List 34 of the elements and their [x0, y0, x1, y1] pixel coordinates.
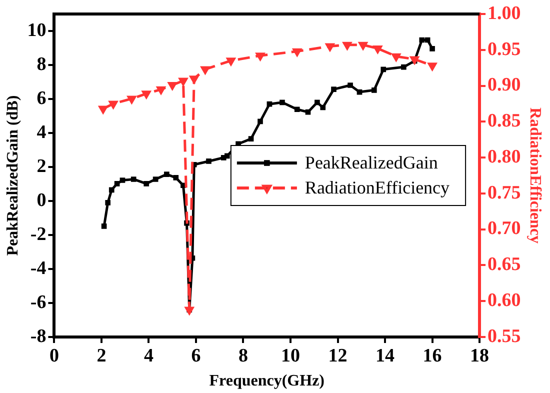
y-axis-title: PeakRealizedGain (dB): [4, 95, 22, 256]
y2-tick-label: 0.70: [488, 218, 521, 240]
legend-label: RadiationEfficiency: [304, 178, 450, 198]
y-tick-label: -2: [30, 224, 46, 245]
x-tick-label: 4: [144, 345, 154, 366]
legend-label: PeakRealizedGain: [304, 152, 438, 173]
y2-tick-label: 0.65: [488, 254, 521, 276]
y2-tick-label: 0.85: [488, 110, 521, 132]
y2-tick-label: 0.90: [488, 74, 521, 96]
x-tick-label: 14: [376, 345, 396, 366]
y-tick-label: 6: [36, 88, 46, 109]
y-tick-label: 4: [36, 122, 47, 143]
x-tick-label: 16: [422, 345, 442, 366]
y2-axis-title: RadiationEfficiency: [526, 108, 544, 244]
y2-tick-label: 0.55: [488, 326, 521, 347]
y-tick-label: 2: [36, 156, 46, 177]
y-tick-label: 8: [36, 54, 46, 75]
x-tick-label: 2: [96, 345, 106, 366]
y2-tick-label: 0.60: [488, 290, 521, 312]
x-tick-label: 10: [281, 345, 300, 366]
x-axis-title: Frequency(GHz): [209, 372, 324, 390]
y2-tick-label: 0.80: [488, 146, 521, 168]
x-tick-label: 6: [191, 345, 201, 366]
y-tick-label: -8: [30, 326, 46, 347]
y-tick-label: 10: [27, 20, 46, 41]
x-tick-label: 18: [470, 345, 490, 366]
y2-tick-label: 0.95: [488, 38, 521, 60]
y2-tick-label: 0.75: [488, 182, 521, 204]
y-tick-label: -4: [30, 258, 47, 279]
y2-tick-label: 1.00: [488, 2, 521, 24]
x-tick-label: 12: [328, 345, 348, 366]
y-tick-label: -6: [30, 292, 46, 313]
y-tick-label: 0: [36, 190, 46, 211]
x-tick-label: 8: [238, 345, 248, 366]
